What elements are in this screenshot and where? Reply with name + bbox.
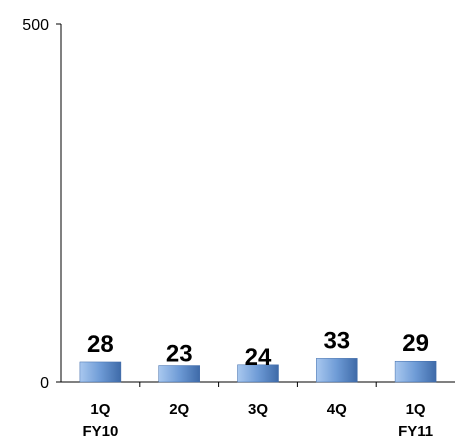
x-tick-label: 2Q (169, 401, 189, 418)
bar (79, 361, 122, 383)
axes (56, 23, 455, 387)
bar (316, 358, 358, 383)
tick-labels: 0 500 1Q FY10 2Q 3Q 4Q 1Q FY11 (22, 17, 433, 440)
x-tick-label: 4Q (327, 401, 347, 418)
y-tick-label: 500 (22, 17, 49, 34)
data-label: 23 (166, 341, 193, 368)
bar (394, 360, 437, 383)
bars (79, 358, 437, 383)
data-label: 29 (402, 330, 429, 357)
data-label: 24 (245, 344, 272, 371)
bar (237, 364, 279, 383)
x-tick-label: 1Q (90, 401, 110, 418)
data-labels: 28 23 24 33 29 (87, 327, 429, 370)
bar (158, 365, 200, 383)
data-label: 28 (87, 331, 114, 358)
y-tick-label: 0 (40, 375, 49, 392)
x-tick-label: FY10 (82, 423, 118, 440)
data-label: 33 (323, 327, 350, 354)
x-tick-label: 1Q (406, 401, 426, 418)
x-tick-label: 3Q (248, 401, 268, 418)
x-tick-label: FY11 (398, 423, 433, 440)
